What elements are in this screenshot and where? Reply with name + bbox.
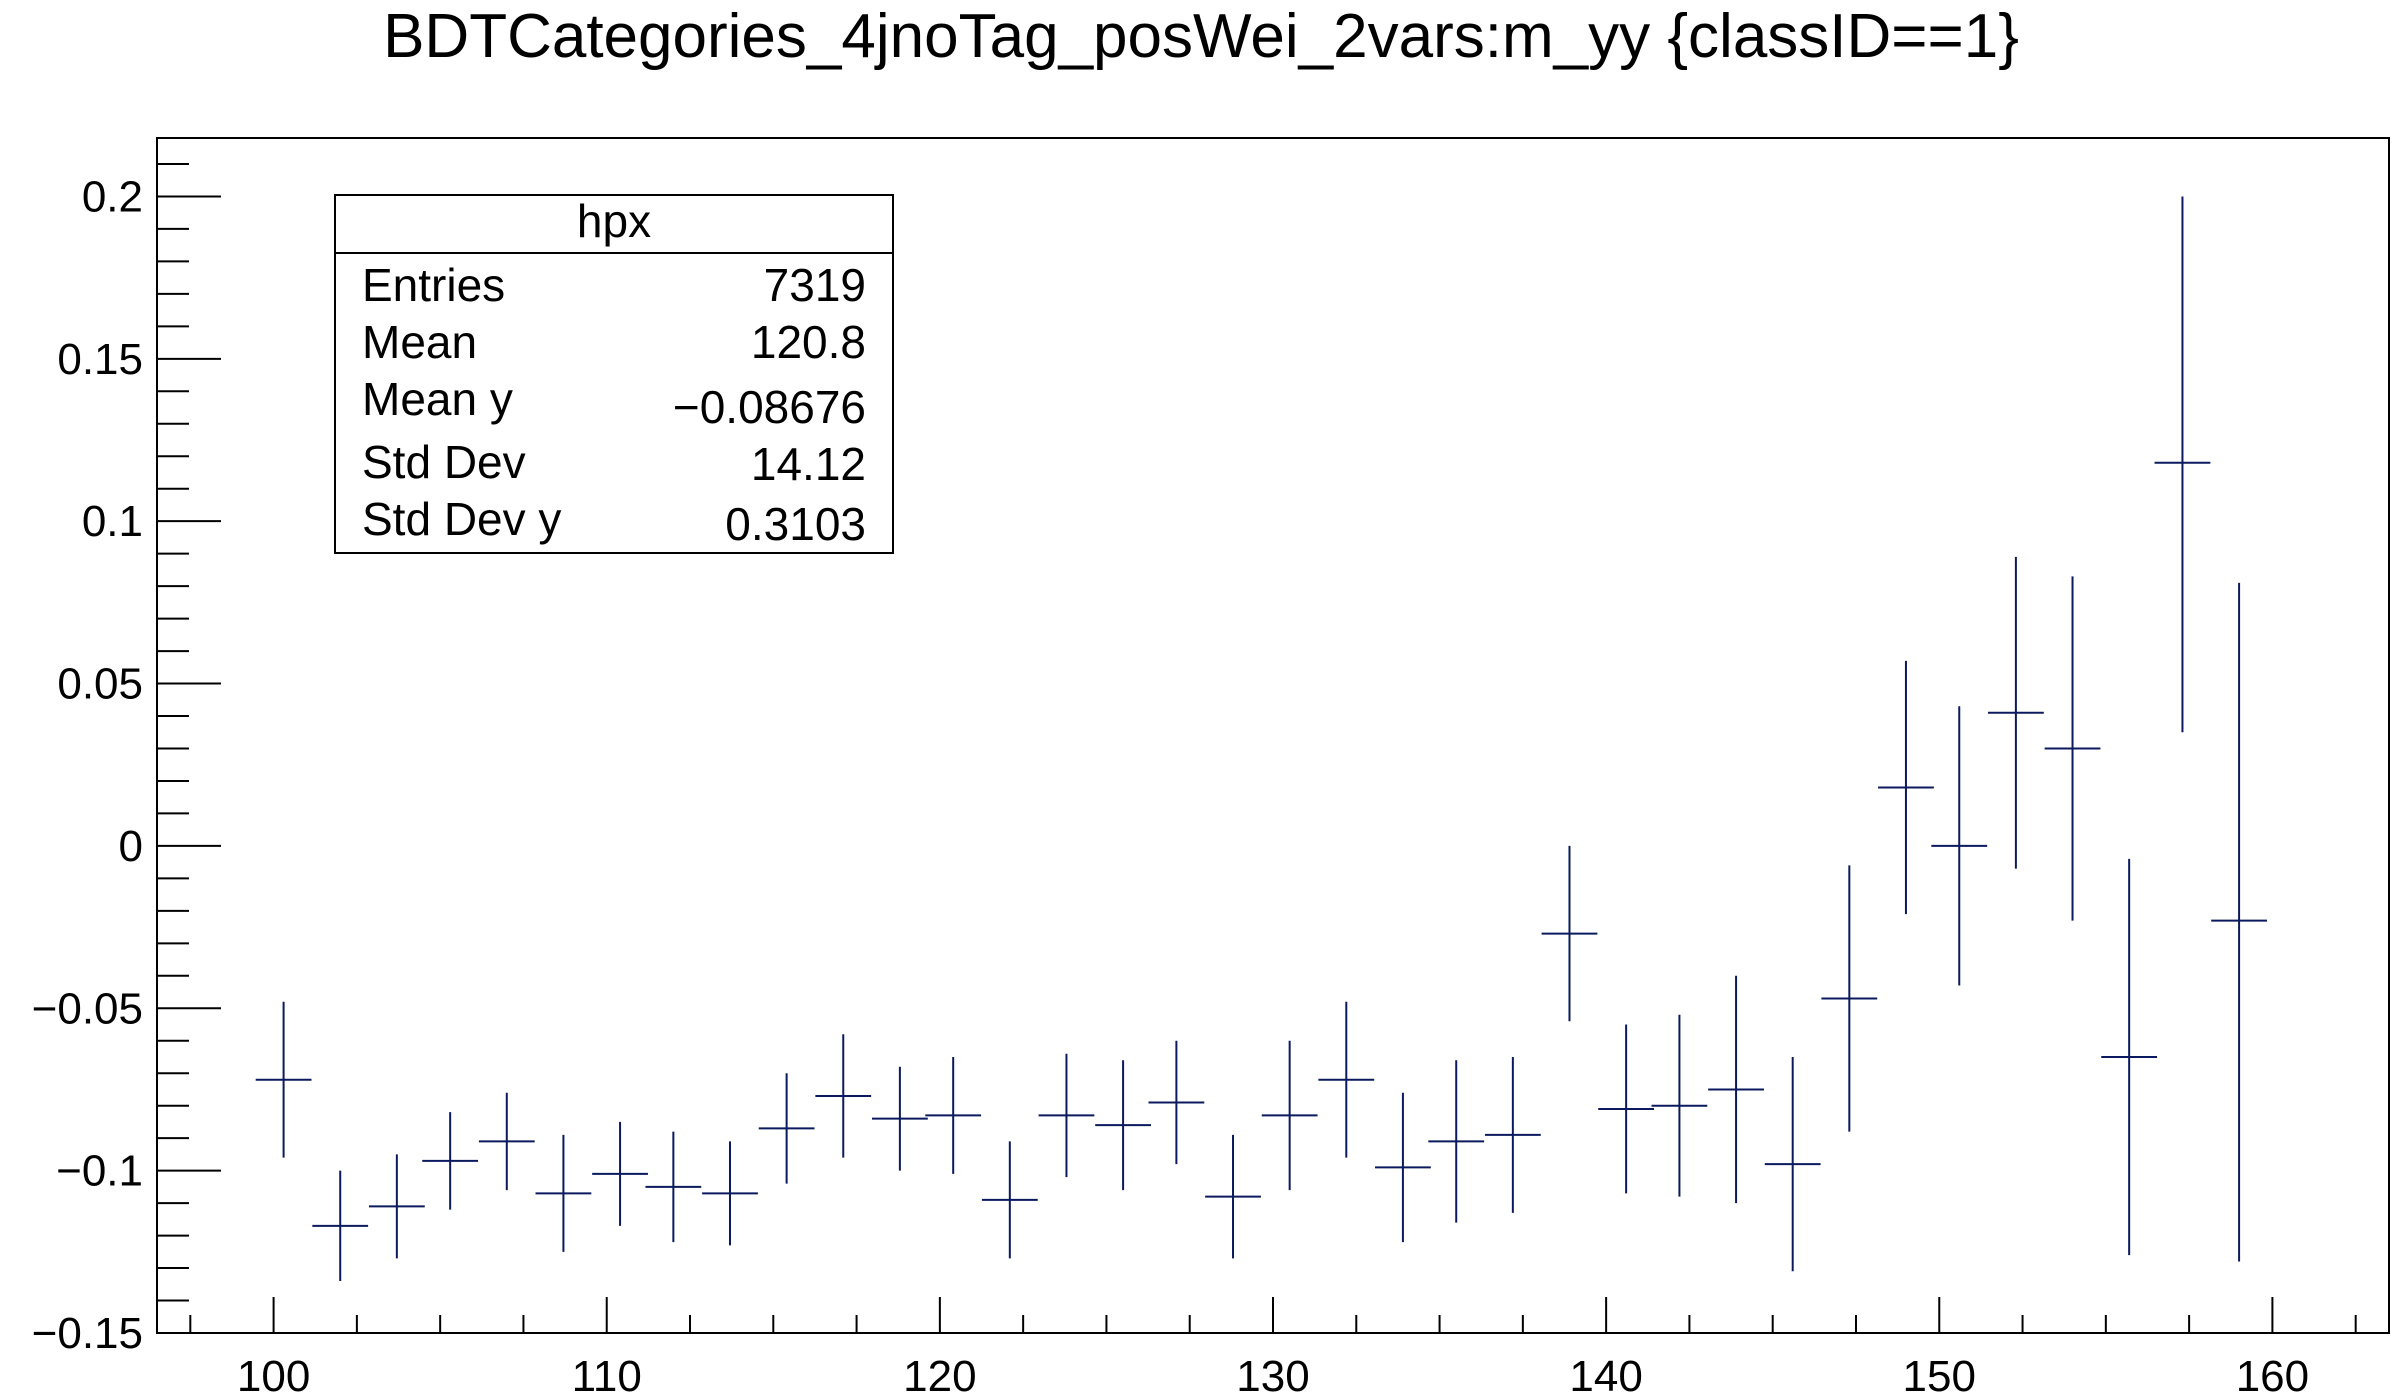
- data-point: [981, 1141, 1038, 1259]
- data-point: [478, 1092, 535, 1191]
- data-point: [815, 1034, 872, 1158]
- y-tick-label: 0.15: [57, 335, 143, 384]
- data-point: [1931, 706, 1988, 986]
- stats-label-std-dev-y: Std Dev y: [362, 493, 561, 545]
- y-tick-label: 0.05: [57, 660, 143, 709]
- data-point: [645, 1131, 702, 1243]
- data-point: [535, 1134, 592, 1252]
- x-tick-label: 130: [1236, 1352, 1309, 1396]
- stats-box-frame: [334, 194, 894, 554]
- stats-value-entries: 7319: [764, 259, 866, 311]
- x-tick-label: 140: [1569, 1352, 1642, 1396]
- data-points: [255, 196, 2267, 1282]
- data-point: [592, 1121, 648, 1226]
- x-tick-label: 150: [1903, 1352, 1976, 1396]
- data-point: [871, 1066, 928, 1171]
- y-tick-label: 0: [119, 822, 143, 871]
- data-point: [1708, 975, 1764, 1204]
- data-point: [368, 1154, 425, 1259]
- data-point: [312, 1170, 369, 1282]
- x-tick-label: 100: [237, 1352, 310, 1396]
- x-tick-label: 160: [2236, 1352, 2309, 1396]
- data-point: [1428, 1060, 1485, 1223]
- x-tick-label: 120: [903, 1352, 976, 1396]
- data-point: [1205, 1134, 1261, 1259]
- data-point: [1375, 1092, 1431, 1243]
- data-point: [2211, 582, 2267, 1262]
- stats-value-std-dev: 14.12: [751, 438, 866, 490]
- y-tick-label: −0.15: [32, 1309, 143, 1358]
- x-tick-label: 110: [572, 1352, 642, 1396]
- data-point: [1878, 660, 1934, 915]
- data-point: [1261, 1040, 1318, 1191]
- stats-value-mean: 120.8: [751, 316, 866, 368]
- stats-box-title: hpx: [577, 195, 651, 247]
- data-point: [1821, 865, 1878, 1132]
- data-point: [925, 1056, 982, 1174]
- data-point: [1598, 1024, 1655, 1194]
- stats-label-mean: Mean: [362, 316, 477, 368]
- y-tick-label: −0.1: [56, 1147, 143, 1196]
- data-point: [702, 1141, 758, 1246]
- data-point: [1651, 1014, 1708, 1197]
- chart-title: BDTCategories_4jnoTag_posWei_2vars:m_yy …: [383, 2, 2019, 71]
- stats-label-mean-y: Mean y: [362, 373, 513, 425]
- stats-label-std-dev: Std Dev: [362, 436, 526, 488]
- data-point: [1038, 1053, 1095, 1178]
- data-point: [1541, 845, 1598, 1022]
- y-tick-label: 0.2: [82, 172, 143, 221]
- data-point: [1484, 1056, 1541, 1213]
- stats-label-entries: Entries: [362, 259, 505, 311]
- data-point: [2154, 196, 2211, 733]
- data-point: [1318, 1001, 1375, 1158]
- y-tick-label: −0.05: [32, 984, 143, 1033]
- y-axis: −0.15 −0.1 −0.05 0 0.05 0.1 0.15 0.2: [32, 162, 221, 1358]
- data-point: [422, 1112, 479, 1210]
- data-point: [2044, 576, 2101, 921]
- y-tick-label: 0.1: [82, 497, 143, 546]
- data-point: [758, 1073, 815, 1184]
- data-point: [1764, 1056, 1821, 1272]
- data-point: [1148, 1040, 1205, 1165]
- stats-box: hpx Entries 7319 Mean 120.8 Mean y −0.08…: [334, 194, 894, 554]
- x-axis: 100 110 120 130 140 150 160: [189, 1297, 2357, 1396]
- data-point: [1987, 556, 2044, 869]
- stats-value-std-dev-y: 0.3103: [725, 498, 866, 550]
- data-point: [1095, 1060, 1151, 1191]
- data-point: [255, 1001, 312, 1158]
- data-point: [2101, 858, 2158, 1256]
- stats-value-mean-y: −0.08676: [673, 381, 866, 433]
